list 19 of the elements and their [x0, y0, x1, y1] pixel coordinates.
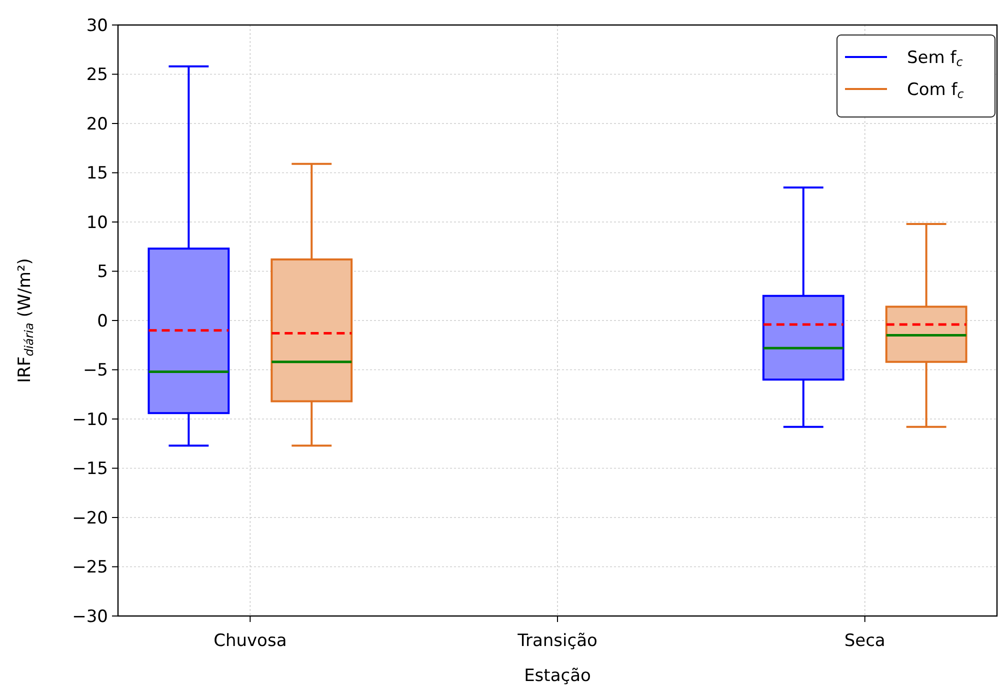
y-tick-label: 30	[86, 16, 108, 36]
y-tick-label: 20	[86, 114, 108, 134]
y-tick-label: 25	[86, 65, 108, 86]
y-tick-label: −25	[72, 558, 108, 578]
x-tick-label: Transição	[516, 631, 598, 651]
y-tick-label: −15	[72, 459, 108, 480]
y-tick-label: 5	[97, 262, 108, 282]
x-axis-title: Estação	[524, 666, 591, 686]
y-tick-label: −30	[72, 606, 108, 627]
y-tick-label: −10	[72, 410, 108, 430]
x-tick-label: Chuvosa	[214, 631, 287, 651]
legend-label: Com f$_{c}$	[907, 80, 964, 101]
y-tick-label: 10	[86, 212, 108, 233]
y-tick-label: 15	[86, 164, 108, 184]
y-tick-label: −20	[72, 508, 108, 528]
y-tick-label: 0	[97, 311, 108, 332]
legend-label: Sem f$_{c}$	[907, 48, 964, 69]
y-tick-label: −5	[82, 360, 108, 381]
x-tick-label: Seca	[844, 631, 886, 651]
